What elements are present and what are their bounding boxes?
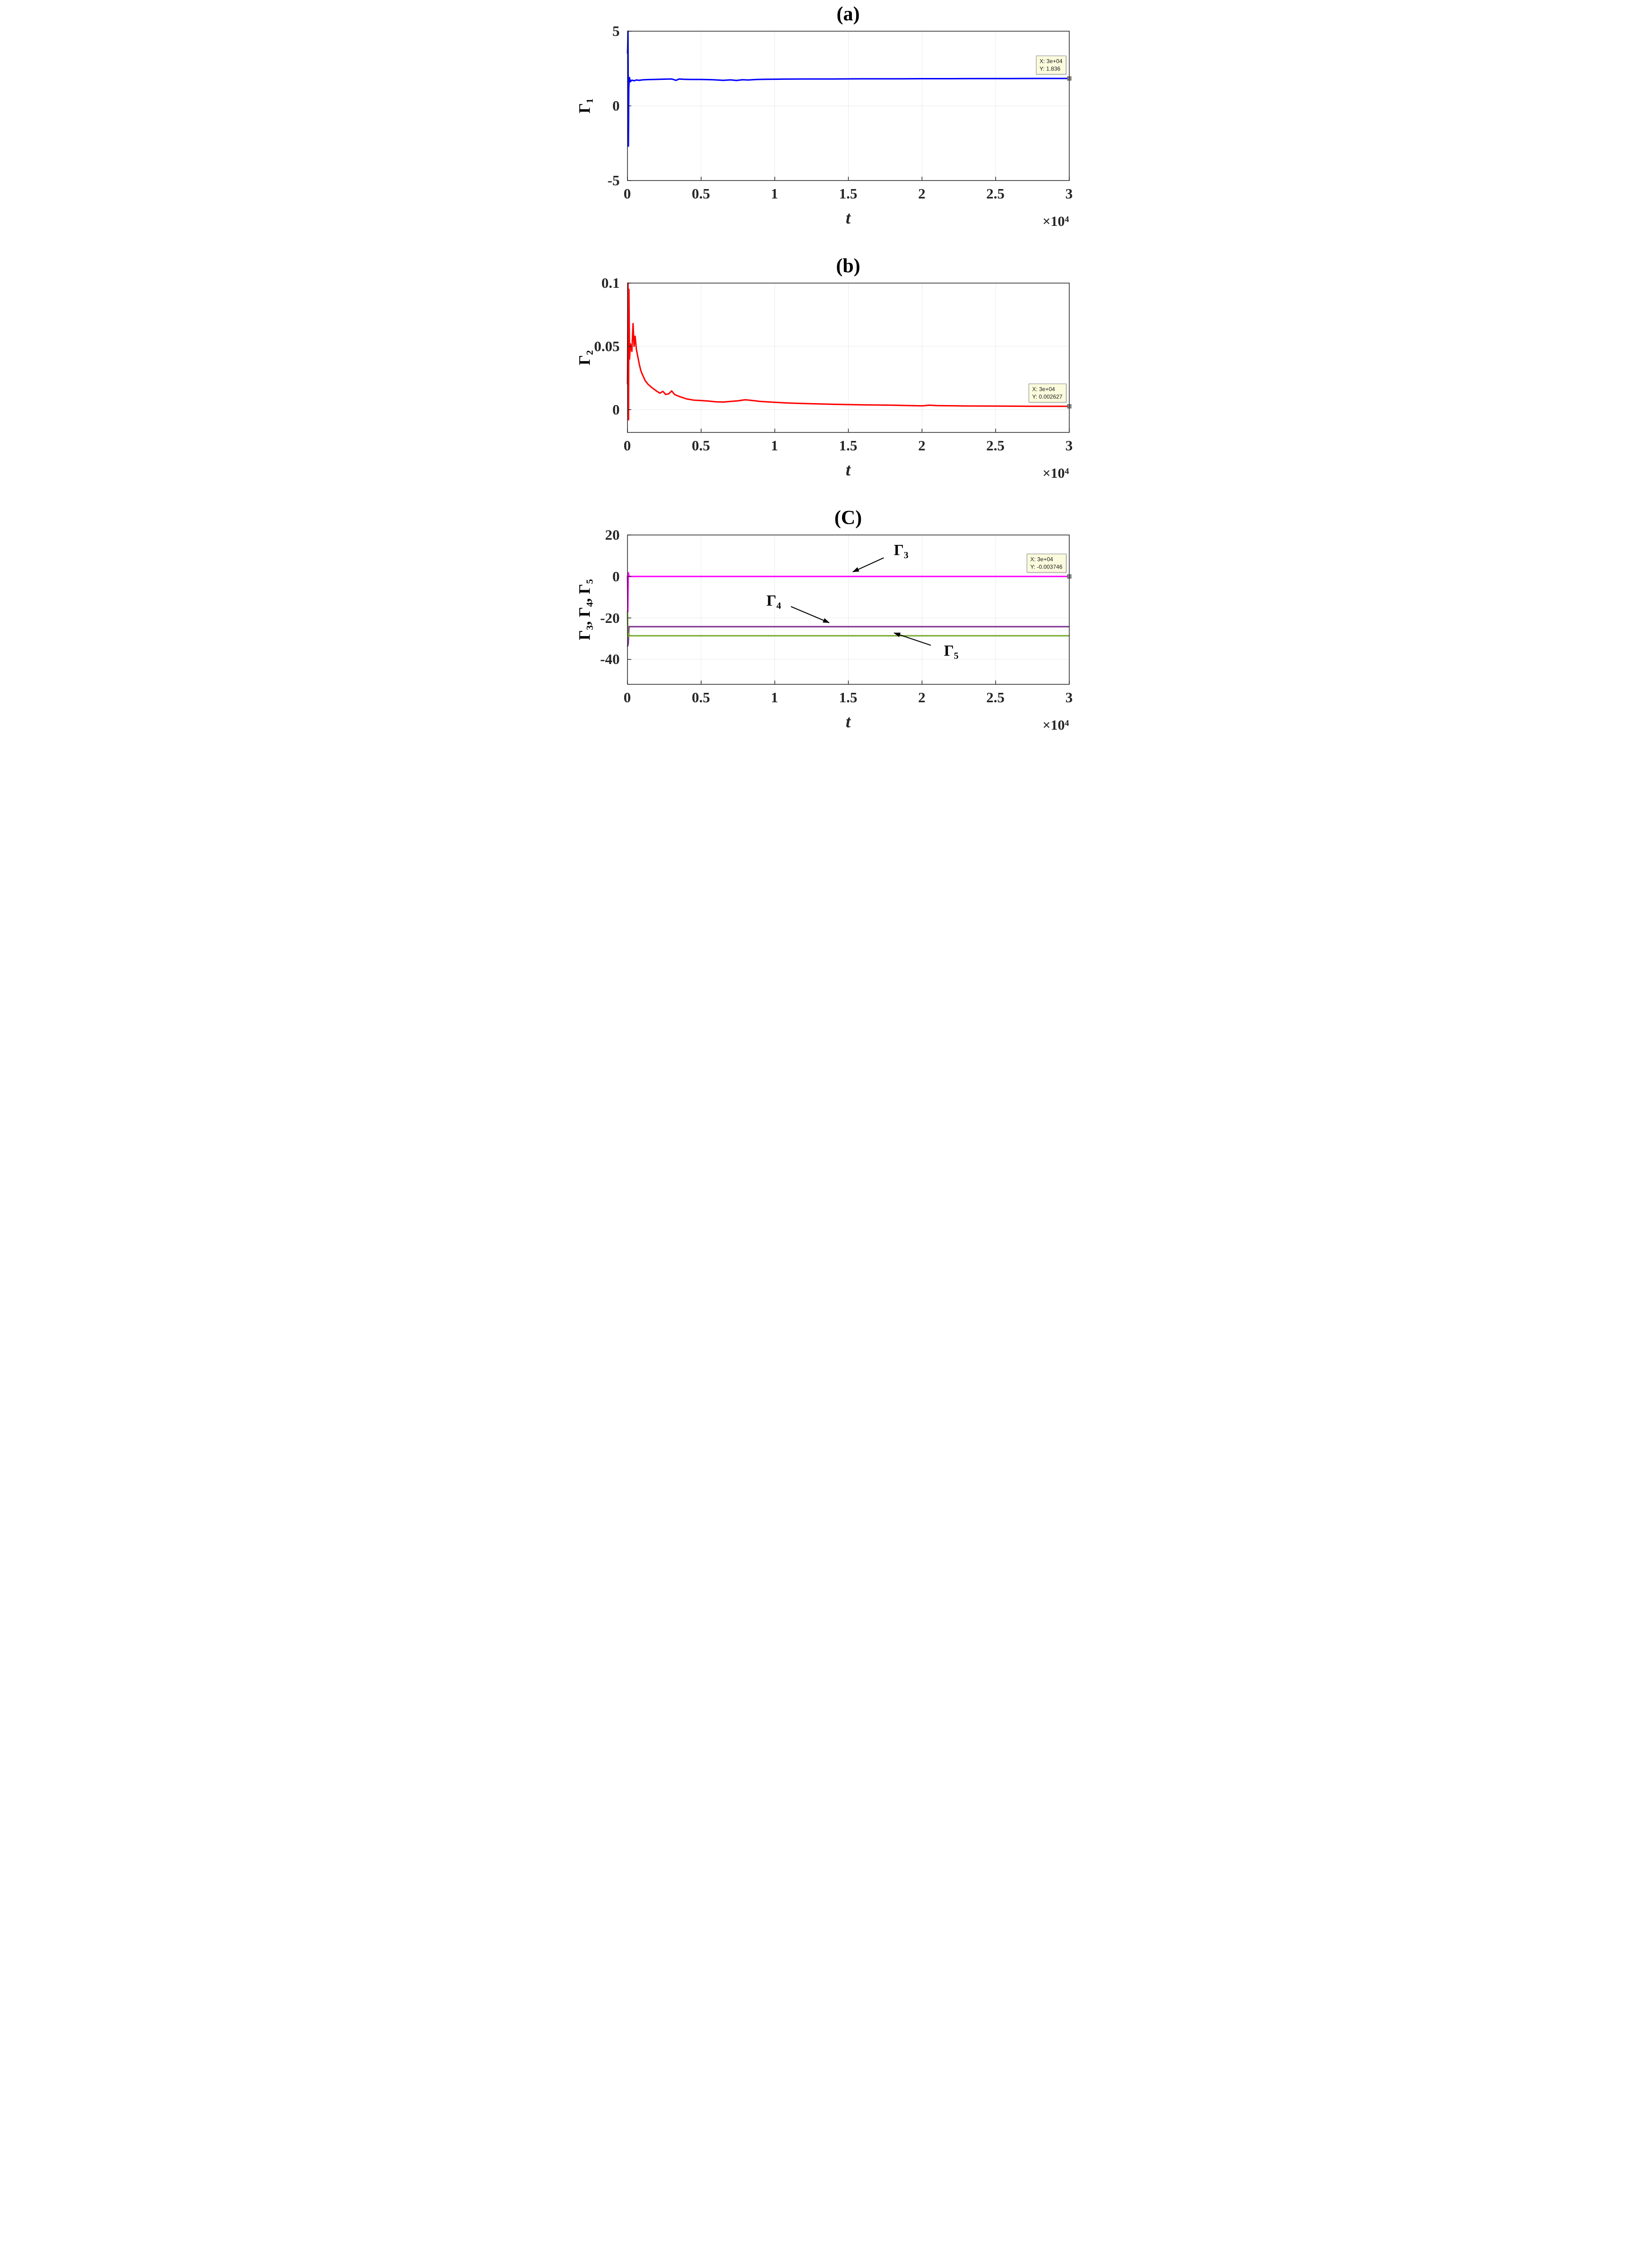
x-tick-label: 1.5: [839, 185, 858, 202]
datatip-x-value: X: 3e+04: [1040, 58, 1063, 65]
x-tick-label: 0: [623, 437, 631, 454]
y-tick-label: -5: [607, 172, 620, 189]
panel-c: (C) Γ₃, Γ₄, Γ₅ t ×10⁴ X: 3e+04 Y: -0.003…: [547, 504, 1094, 756]
y-tick-label: -20: [600, 609, 620, 626]
panel-b-x-exponent: ×10⁴: [1042, 466, 1069, 481]
panel-b: (b) Γ₂ t ×10⁴ X: 3e+04 Y: 0.002627 0 0.5 1…: [547, 252, 1094, 504]
y-tick-label: 0.05: [594, 337, 620, 354]
x-tick-label: 0: [623, 185, 631, 202]
annotation-Gamma5: Γ₅: [944, 642, 959, 660]
panel-c-x-exponent: ×10⁴: [1042, 717, 1069, 733]
x-tick-label: 2.5: [986, 437, 1005, 454]
panel-b-title: (b): [836, 255, 860, 277]
y-tick-label: 0: [612, 401, 620, 418]
datatip-y-value: Y: 0.002627: [1032, 393, 1063, 400]
datatip-x-value: X: 3e+04: [1030, 556, 1053, 563]
x-tick-label: 0: [623, 689, 631, 706]
datatip-x-value: X: 3e+04: [1032, 386, 1055, 393]
x-tick-label: 3: [1065, 185, 1073, 202]
panel-a-x-exponent: ×10⁴: [1042, 214, 1069, 229]
series-Gamma2[interactable]: [627, 282, 1069, 421]
panel-b-xlabel: t: [845, 460, 851, 480]
x-tick-label: 1.5: [839, 689, 858, 706]
x-tick-label: 0.5: [691, 689, 710, 706]
x-tick-label: 1.5: [839, 437, 858, 454]
y-tick-label: 0: [612, 97, 620, 114]
plot-area-c[interactable]: [627, 535, 1071, 685]
y-tick-label: 0: [612, 568, 620, 585]
plot-canvas-b[interactable]: [627, 282, 1071, 433]
panel-a-xlabel: t: [845, 208, 851, 228]
panel-a: (a) Γ₁ t ×10⁴ X: 3e+04 Y: 1.836 0 0.5 1 1.5…: [547, 0, 1094, 252]
x-tick-label: 2: [918, 185, 926, 202]
datatip-y-value: Y: -0.003746: [1030, 563, 1063, 570]
figure: (a) Γ₁ t ×10⁴ X: 3e+04 Y: 1.836 0 0.5 1 1.5…: [547, 0, 1094, 756]
plot-area-b[interactable]: [627, 282, 1071, 433]
panel-a-title: (a): [836, 3, 860, 25]
panel-c-datatip[interactable]: X: 3e+04 Y: -0.003746: [1026, 553, 1066, 573]
x-tick-label: 1: [771, 185, 778, 202]
annotation-Gamma3: Γ₃: [894, 542, 909, 559]
y-tick-label: 20: [605, 526, 620, 543]
panel-c-xlabel: t: [845, 712, 851, 732]
x-tick-label: 2: [918, 689, 926, 706]
x-tick-label: 0.5: [691, 185, 710, 202]
x-tick-label: 1: [771, 437, 778, 454]
y-tick-label: 5: [612, 23, 620, 39]
panel-a-datatip[interactable]: X: 3e+04 Y: 1.836: [1036, 55, 1066, 75]
x-tick-label: 2.5: [986, 185, 1005, 202]
x-tick-label: 3: [1065, 689, 1073, 706]
x-tick-label: 0.5: [691, 437, 710, 454]
plot-canvas-c[interactable]: [627, 535, 1071, 685]
plot-area-a[interactable]: [627, 30, 1071, 181]
datatip-y-value: Y: 1.836: [1040, 65, 1061, 72]
plot-canvas-a[interactable]: [627, 30, 1071, 181]
y-tick-label: 0.1: [601, 275, 620, 291]
x-tick-label: 2: [918, 437, 926, 454]
x-tick-label: 2.5: [986, 689, 1005, 706]
series-Gamma1[interactable]: [627, 30, 1069, 147]
x-tick-label: 1: [771, 689, 778, 706]
series-Gamma4[interactable]: [627, 626, 1069, 647]
x-tick-label: 3: [1065, 437, 1073, 454]
panel-b-datatip[interactable]: X: 3e+04 Y: 0.002627: [1028, 383, 1066, 403]
annotation-Gamma4: Γ₄: [766, 592, 782, 610]
y-tick-label: -40: [600, 651, 620, 668]
panel-c-title: (C): [834, 507, 862, 529]
